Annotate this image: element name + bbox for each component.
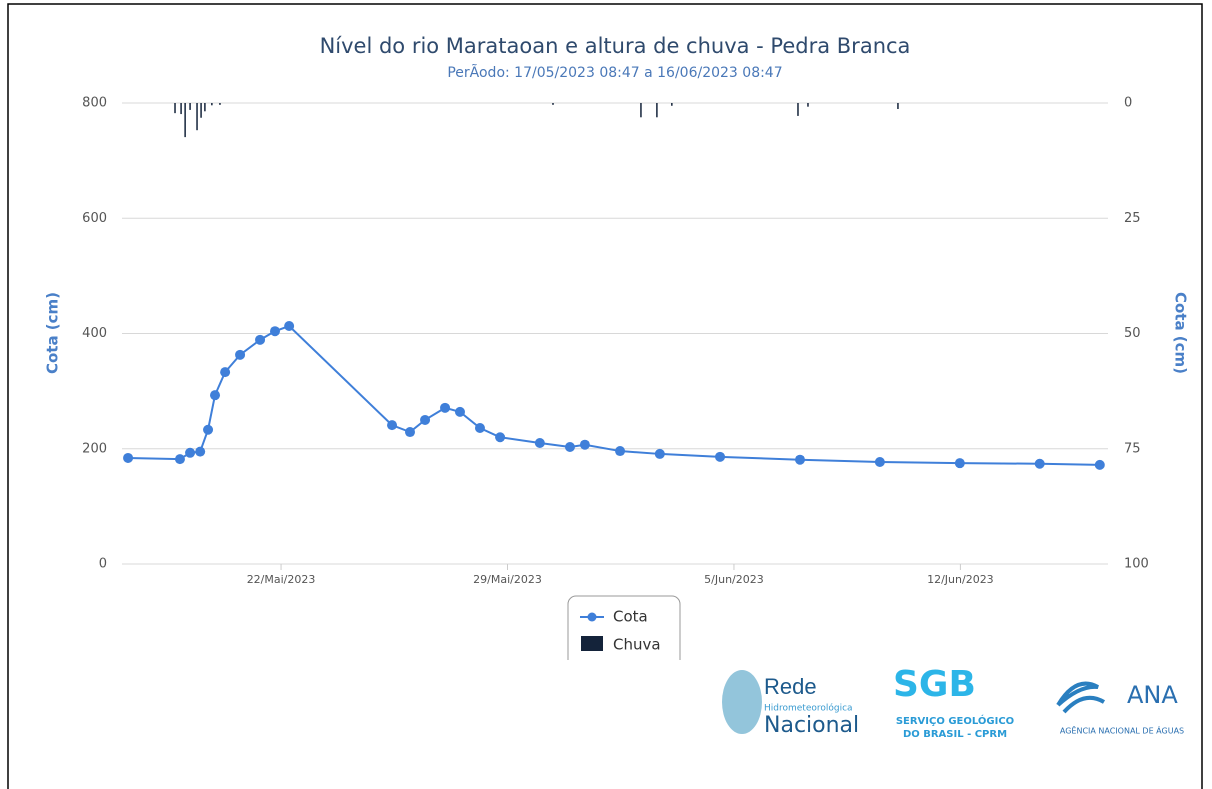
logo-text: AGÊNCIA NACIONAL DE ÁGUAS — [1060, 725, 1184, 736]
cota-point — [1034, 458, 1045, 469]
cota-point — [387, 420, 398, 431]
logo-text: Nacional — [764, 713, 859, 738]
cota-point — [874, 457, 885, 468]
cota-line — [128, 324, 1100, 466]
x-tick-label: 22/Mai/2023 — [247, 573, 316, 586]
cota-point — [203, 424, 214, 435]
legend-label: Cota — [613, 608, 648, 626]
rain-bar — [204, 103, 206, 112]
logo-text: SERVIÇO GEOLÓGICO — [896, 714, 1014, 727]
cota-point — [654, 448, 665, 459]
chart-title: Nível do rio Marataoan e altura de chuva… — [320, 34, 911, 58]
rede-icon — [722, 670, 762, 734]
cota-point — [564, 442, 575, 453]
rain-bar — [640, 103, 642, 118]
cota-point — [795, 454, 806, 465]
y2-tick-label: 75 — [1124, 441, 1141, 456]
logo-text: Rede — [764, 674, 817, 699]
cota-point — [1094, 459, 1105, 470]
y-tick-label: 800 — [82, 96, 107, 111]
legend-label: Chuva — [613, 636, 661, 654]
y-tick-label: 0 — [99, 557, 107, 572]
rain-bar — [797, 103, 799, 116]
cota-point — [284, 321, 295, 332]
logos: Rede Hidrometeorológica Nacional SGB SER… — [722, 664, 1184, 740]
cota-point — [474, 423, 485, 434]
rain-bar — [219, 103, 221, 105]
x-tick-label: 12/Jun/2023 — [927, 573, 994, 586]
cota-point — [579, 439, 590, 450]
rain-bar — [196, 103, 198, 131]
x-tick-label: 29/Mai/2023 — [473, 573, 542, 586]
cota-point — [454, 406, 465, 417]
cota-point — [185, 447, 196, 458]
ana-icon — [1056, 681, 1106, 714]
y2-tick-label: 0 — [1124, 96, 1132, 111]
logo-text: ANA — [1127, 681, 1178, 709]
rain-bar — [552, 103, 554, 105]
y-axis-label: Cota (cm) — [44, 292, 62, 374]
chart-subtitle: PerÃodo: 17/05/2023 08:47 a 16/06/2023 0… — [447, 64, 782, 81]
rain-bar — [897, 103, 899, 109]
cota-point — [220, 367, 231, 378]
frame — [7, 3, 1203, 789]
rain-bar — [184, 103, 186, 138]
y-tick-label: 400 — [82, 326, 107, 341]
y2-tick-label: 100 — [1124, 557, 1149, 572]
y-tick-label: 600 — [82, 211, 107, 226]
cota-point — [123, 452, 134, 463]
cota-point — [495, 432, 506, 443]
y-tick-label: 200 — [82, 441, 107, 456]
rain-bar — [200, 103, 202, 118]
logo-text: SGB — [893, 664, 976, 705]
rain-bar — [656, 103, 658, 118]
x-tick-label: 5/Jun/2023 — [704, 573, 764, 586]
legend: Cota Chuva — [567, 595, 681, 660]
rain-bar — [211, 103, 213, 106]
y2-tick-label: 50 — [1124, 326, 1141, 341]
cota-point — [420, 414, 431, 425]
cota-point — [269, 326, 280, 337]
rain-bar — [174, 103, 176, 114]
logo-text: DO BRASIL - CPRM — [903, 729, 1007, 740]
cota-point — [210, 390, 221, 401]
rain-bar — [671, 103, 673, 106]
y2-axis-label: Cota (cm) — [1172, 292, 1190, 374]
rain-bar — [807, 103, 809, 107]
cota-point — [235, 349, 246, 360]
cota-point — [195, 446, 206, 457]
cota-point — [440, 402, 451, 413]
cota-point — [615, 446, 626, 457]
cota-point — [255, 334, 266, 345]
rain-bar — [180, 103, 182, 115]
cota-point — [534, 437, 545, 448]
cota-point — [954, 458, 965, 469]
cota-point — [174, 454, 185, 465]
rain-bar — [189, 103, 191, 110]
logo-text: Hidrometeorológica — [764, 703, 853, 714]
legend-marker — [587, 612, 597, 622]
y2-tick-label: 25 — [1124, 211, 1141, 226]
cota-point — [405, 427, 416, 438]
cota-point — [715, 451, 726, 462]
legend-swatch — [581, 636, 603, 651]
